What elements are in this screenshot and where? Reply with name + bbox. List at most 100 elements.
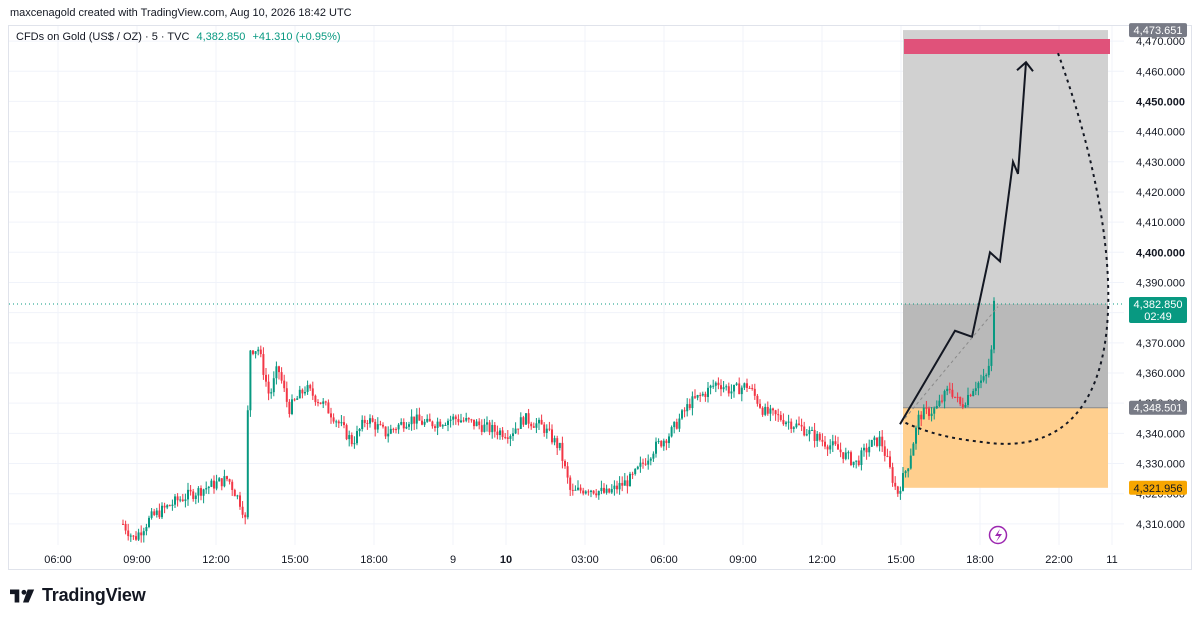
candle-body — [868, 446, 871, 453]
candle-body — [982, 376, 985, 381]
legend-change: +41.310 (+0.95%) — [252, 31, 341, 43]
candle-body — [137, 532, 140, 540]
y-tick-label: 4,450.000 — [1136, 96, 1185, 108]
x-tick-label: 09:00 — [729, 554, 757, 566]
candle-body — [961, 404, 964, 408]
y-tick-label: 4,390.000 — [1136, 277, 1185, 289]
candle-body — [517, 428, 520, 430]
candle-body — [551, 429, 553, 443]
candle-body — [525, 413, 527, 425]
candle-body — [176, 496, 179, 501]
candle-body — [470, 419, 473, 421]
candles — [122, 297, 995, 543]
candle-body — [889, 456, 891, 468]
candle-body — [907, 468, 910, 472]
candle-body — [210, 480, 213, 487]
candle-body — [506, 437, 509, 439]
candle-body — [317, 402, 319, 404]
lightning-bolt — [995, 529, 1002, 542]
candle-body — [140, 532, 143, 536]
candle-body — [361, 419, 364, 429]
candle-body — [883, 446, 886, 456]
candle-body — [239, 495, 241, 507]
x-tick-label: 06:00 — [44, 554, 72, 566]
candle-body — [478, 421, 481, 426]
candle-body — [613, 485, 616, 490]
candle-body — [740, 387, 743, 395]
candle-body — [587, 491, 590, 493]
y-tick-label: 4,440.000 — [1136, 127, 1185, 139]
candle-body — [839, 449, 842, 453]
candle-body — [538, 419, 540, 424]
candle-body — [465, 417, 468, 421]
candle-body — [847, 452, 850, 454]
candle-body — [366, 422, 369, 424]
candle-body — [902, 473, 904, 491]
candle-body — [535, 423, 538, 428]
candle-body — [501, 430, 504, 437]
candle-body — [330, 413, 332, 418]
candle-body — [324, 401, 327, 403]
candle-body — [831, 441, 834, 446]
candle-body — [696, 395, 699, 398]
candle-body — [382, 424, 384, 427]
candle-body — [610, 489, 613, 493]
candle-body — [397, 424, 400, 430]
candle-body — [709, 385, 712, 388]
tradingview-logo[interactable]: TradingView — [10, 585, 146, 606]
candle-body — [761, 407, 764, 415]
candle-body — [483, 424, 486, 432]
candle-body — [257, 349, 260, 352]
candle-body — [207, 486, 210, 489]
candle-body — [629, 473, 631, 487]
candle-body — [714, 382, 717, 386]
x-tick-label: 15:00 — [887, 554, 915, 566]
candle-body — [678, 418, 681, 429]
candle-body — [699, 395, 702, 397]
candle-body — [543, 424, 546, 433]
candle-body — [241, 506, 244, 515]
candle-body — [621, 482, 624, 486]
drawings — [899, 52, 1110, 545]
candle-body — [878, 436, 881, 447]
candle-body — [813, 429, 816, 441]
candle-body — [811, 429, 813, 431]
candle-body — [795, 423, 798, 428]
candle-body — [701, 393, 704, 396]
candle-body — [834, 441, 837, 445]
y-tick-label: 4,310.000 — [1136, 519, 1185, 531]
candle-body — [181, 499, 184, 501]
candle-body — [418, 414, 421, 421]
candle-body — [941, 400, 943, 402]
candle-body — [863, 447, 865, 451]
candle-body — [462, 420, 465, 422]
candle-body — [681, 410, 683, 419]
candle-body — [189, 489, 192, 492]
candle-body — [129, 535, 132, 537]
candle-body — [787, 421, 790, 423]
candle-body — [857, 460, 860, 465]
candle-body — [579, 487, 582, 491]
candle-body — [259, 349, 262, 355]
candle-body — [935, 405, 938, 409]
candle-body — [753, 388, 756, 396]
candle-body — [574, 489, 577, 491]
target-price-tag: 4,473.651 — [1129, 23, 1187, 38]
candle-body — [933, 408, 936, 414]
candle-body — [473, 419, 475, 427]
candle-body — [922, 407, 925, 420]
candle-body — [561, 442, 564, 461]
candle-body — [673, 421, 676, 428]
candle-body — [558, 442, 561, 449]
candle-body — [228, 479, 231, 482]
entry-price-tag-bg — [1129, 400, 1187, 415]
last-price-tag-text: 4,382.850 — [1134, 299, 1183, 311]
candle-body — [353, 443, 356, 445]
candle-body — [283, 380, 286, 389]
candle-body — [270, 392, 273, 394]
candle-body — [376, 424, 379, 430]
candle-body — [174, 496, 176, 505]
candle-body — [475, 421, 478, 427]
